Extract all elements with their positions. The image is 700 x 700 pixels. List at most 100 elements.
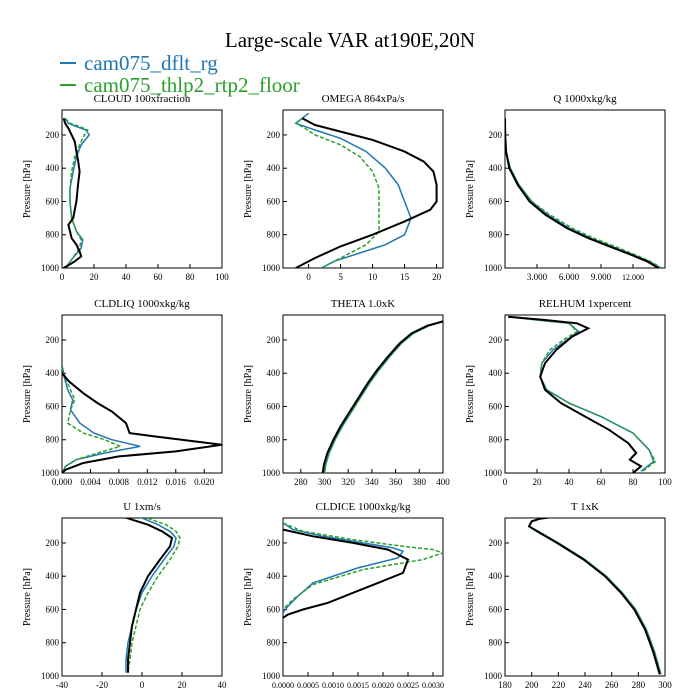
series-line-cam075-dflt-rg — [505, 118, 662, 268]
y-tick-label: 1000 — [262, 671, 281, 681]
series-line-reference — [62, 372, 222, 473]
plot-frame — [282, 517, 444, 677]
x-tick-label: 80 — [186, 272, 196, 282]
x-tick-label: 20 — [178, 680, 188, 690]
y-tick-label: 600 — [46, 196, 60, 206]
y-tick-label: 1000 — [484, 263, 503, 273]
series-line-cam075-thlp2-rtp2-floor — [294, 117, 380, 268]
series-line-reference — [321, 320, 443, 473]
y-tick-label: 400 — [489, 571, 503, 581]
x-tick-label: 100 — [658, 477, 672, 487]
y-tick-label: 400 — [267, 571, 281, 581]
y-tick-label: 600 — [267, 401, 281, 411]
series-line-cam075-thlp2-rtp2-floor — [323, 320, 443, 473]
y-tick-label: 600 — [46, 401, 60, 411]
plot-frame — [61, 314, 223, 474]
y-tick-label: 1000 — [41, 671, 60, 681]
series-line-cam075-thlp2-rtp2-floor — [64, 117, 89, 268]
y-tick-label: 600 — [267, 196, 281, 206]
series-line-cam075-dflt-rg — [527, 518, 662, 675]
y-tick-label: 200 — [267, 130, 281, 140]
legend-item-floor: cam075_thlp2_rtp2_floor — [60, 74, 300, 96]
series-line-reference — [295, 117, 438, 268]
x-tick-label: 180 — [498, 680, 512, 690]
y-tick-label: 1000 — [262, 468, 281, 478]
x-tick-label: 0.004 — [80, 477, 101, 487]
y-tick-label: 200 — [489, 538, 503, 548]
x-tick-label: 300 — [318, 477, 332, 487]
x-tick-label: 40 — [122, 272, 132, 282]
x-tick-label: 15 — [400, 272, 410, 282]
y-tick-label: 200 — [489, 335, 503, 345]
panel-title: CLOUD 100xfraction — [94, 93, 191, 105]
plot-frame — [282, 314, 444, 474]
x-tick-label: 0.012 — [137, 477, 157, 487]
y-axis-label: Pressure [hPa] — [465, 365, 476, 423]
x-tick-label: 400 — [436, 477, 450, 487]
x-tick-label: 300 — [658, 680, 672, 690]
y-tick-label: 600 — [489, 604, 503, 614]
series-line-cam075-thlp2-rtp2-floor — [505, 118, 663, 268]
legend-swatch-floor — [60, 84, 76, 86]
panel-title: THETA 1.0xK — [331, 298, 396, 310]
series-line-cam075-dflt-rg — [62, 364, 141, 473]
y-tick-label: 200 — [46, 130, 60, 140]
panel-title: T 1xK — [571, 501, 599, 513]
legend-swatch-dflt — [60, 62, 76, 64]
legend: cam075_dflt_rg cam075_thlp2_rtp2_floor — [60, 52, 300, 96]
x-tick-label: 12.000 — [622, 273, 644, 282]
y-axis-label: Pressure [hPa] — [243, 365, 254, 423]
x-tick-label: 100 — [215, 272, 229, 282]
x-tick-label: -40 — [56, 680, 68, 690]
plot-frame — [61, 109, 223, 269]
x-tick-label: 260 — [605, 680, 619, 690]
x-tick-label: 0.0030 — [422, 681, 444, 690]
y-tick-label: 800 — [46, 435, 60, 445]
series-line-cam075-dflt-rg — [64, 117, 91, 268]
y-tick-label: 800 — [489, 435, 503, 445]
plot-frame — [504, 109, 666, 269]
y-tick-label: 400 — [489, 368, 503, 378]
x-tick-label: 220 — [552, 680, 566, 690]
series-line-reference — [123, 518, 174, 673]
series-line-cam075-thlp2-rtp2-floor — [527, 518, 662, 675]
x-tick-label: 280 — [294, 477, 308, 487]
x-tick-label: 0.0020 — [372, 681, 394, 690]
y-axis-label: Pressure [hPa] — [243, 160, 254, 218]
y-axis-label: Pressure [hPa] — [243, 568, 254, 626]
x-tick-label: 0 — [60, 272, 65, 282]
x-tick-label: 0.0025 — [397, 681, 419, 690]
panel-3: Q 1000xkg/kg Pressure [hPa] 200 400 600 800 10… — [465, 93, 666, 282]
x-tick-label: 0.0000 — [272, 681, 294, 690]
x-tick-label: 80 — [629, 477, 639, 487]
x-tick-label: 320 — [341, 477, 355, 487]
series-line-cam075-dflt-rg — [323, 320, 443, 473]
y-tick-label: 800 — [489, 230, 503, 240]
plot-frame — [282, 109, 444, 269]
y-tick-label: 800 — [267, 638, 281, 648]
x-tick-label: 20 — [533, 477, 543, 487]
x-tick-label: 20 — [90, 272, 100, 282]
series-line-reference — [505, 118, 660, 268]
y-tick-label: 1000 — [484, 671, 503, 681]
y-tick-label: 600 — [489, 401, 503, 411]
series-line-cam075-thlp2-rtp2-floor — [62, 366, 123, 473]
series-line-cam075-thlp2-rtp2-floor — [127, 518, 181, 673]
y-axis-label: Pressure [hPa] — [22, 568, 33, 626]
x-tick-label: 20 — [432, 272, 442, 282]
y-axis-label: Pressure [hPa] — [465, 568, 476, 626]
x-tick-label: 6.000 — [559, 272, 580, 282]
y-tick-label: 200 — [489, 130, 503, 140]
x-tick-label: 240 — [578, 680, 592, 690]
x-tick-label: 0.016 — [166, 477, 187, 487]
y-tick-label: 600 — [489, 196, 503, 206]
panel-title: OMEGA 864xPa/s — [322, 93, 405, 105]
x-tick-label: 0.020 — [194, 477, 215, 487]
series-line-reference — [508, 315, 643, 473]
y-tick-label: 600 — [267, 604, 281, 614]
